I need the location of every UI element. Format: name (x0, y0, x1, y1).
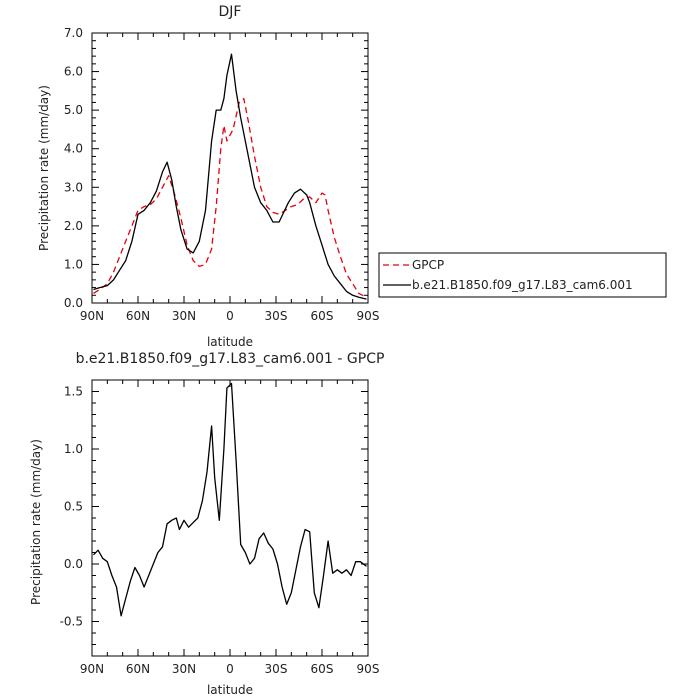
x-tick-label: 30N (172, 309, 196, 323)
x-tick-label: 0 (226, 309, 234, 323)
top-y-axis-label: Precipitation rate (mm/day) (37, 85, 51, 251)
bottom-x-axis-label: latitude (207, 683, 253, 697)
x-tick-label: 60N (126, 309, 150, 323)
series-line-gpcp (93, 97, 367, 298)
y-tick-label: 1.5 (64, 385, 83, 399)
x-tick-label: 60N (126, 662, 150, 676)
y-tick-label: 7.0 (64, 26, 83, 40)
y-tick-label: 5.0 (64, 103, 83, 117)
y-tick-label: 0.5 (64, 500, 83, 514)
y-tick-label: 0.0 (64, 296, 83, 310)
legend-label-gpcp: GPCP (412, 258, 444, 272)
y-tick-label: 1.0 (64, 257, 83, 271)
y-tick-label: 1.0 (64, 442, 83, 456)
y-tick-label: -0.5 (60, 615, 83, 629)
series-line-difference (93, 382, 367, 617)
y-tick-label: 2.0 (64, 219, 83, 233)
x-tick-label: 30S (265, 309, 288, 323)
plot-frame (91, 379, 369, 657)
top-plot-area: 90N 60N 30N 0 30S 60S 90S 0.0 1.0 2.0 3.0 4.0 5.0 6.0… (64, 26, 380, 323)
bottom-y-axis-label: Precipitation rate (mm/day) (29, 439, 43, 605)
bottom-plot-area: 90N 60N 30N 0 30S 60S 90S -0.5 0.0 0.5 1.0 1.5 (60, 379, 380, 676)
top-panel: DJF 90N 60N 30N 0 30S 60S 90S 0.0 1.0 2.0 3.0 4.0 5.… (37, 4, 379, 349)
x-tick-label: 0 (226, 662, 234, 676)
bottom-panel: b.e21.B1850.f09_g17.L83_cam6.001 - GPCP … (29, 351, 384, 697)
legend-label-model: b.e21.B1850.f09_g17.L83_cam6.001 (412, 278, 633, 292)
bottom-chart-title: b.e21.B1850.f09_g17.L83_cam6.001 - GPCP (76, 351, 385, 367)
y-tick-label: 3.0 (64, 180, 83, 194)
plot-frame (91, 32, 369, 304)
x-tick-label: 60S (311, 309, 334, 323)
legend: GPCP b.e21.B1850.f09_g17.L83_cam6.001 (378, 252, 667, 298)
top-x-axis-label: latitude (207, 335, 253, 349)
series-line-b-e21-b1850-f09-g17-l83-cam6-001 (93, 53, 367, 300)
x-tick-label: 60S (311, 662, 334, 676)
x-tick-label: 30N (172, 662, 196, 676)
y-tick-label: 6.0 (64, 65, 83, 79)
x-tick-label: 90N (80, 309, 104, 323)
y-tick-label: 0.0 (64, 557, 83, 571)
x-tick-label: 90N (80, 662, 104, 676)
x-tick-label: 90S (357, 662, 380, 676)
y-tick-label: 4.0 (64, 142, 83, 156)
legend-box (378, 252, 667, 298)
x-tick-label: 30S (265, 662, 288, 676)
top-chart-title: DJF (219, 4, 242, 20)
x-tick-label: 90S (357, 309, 380, 323)
